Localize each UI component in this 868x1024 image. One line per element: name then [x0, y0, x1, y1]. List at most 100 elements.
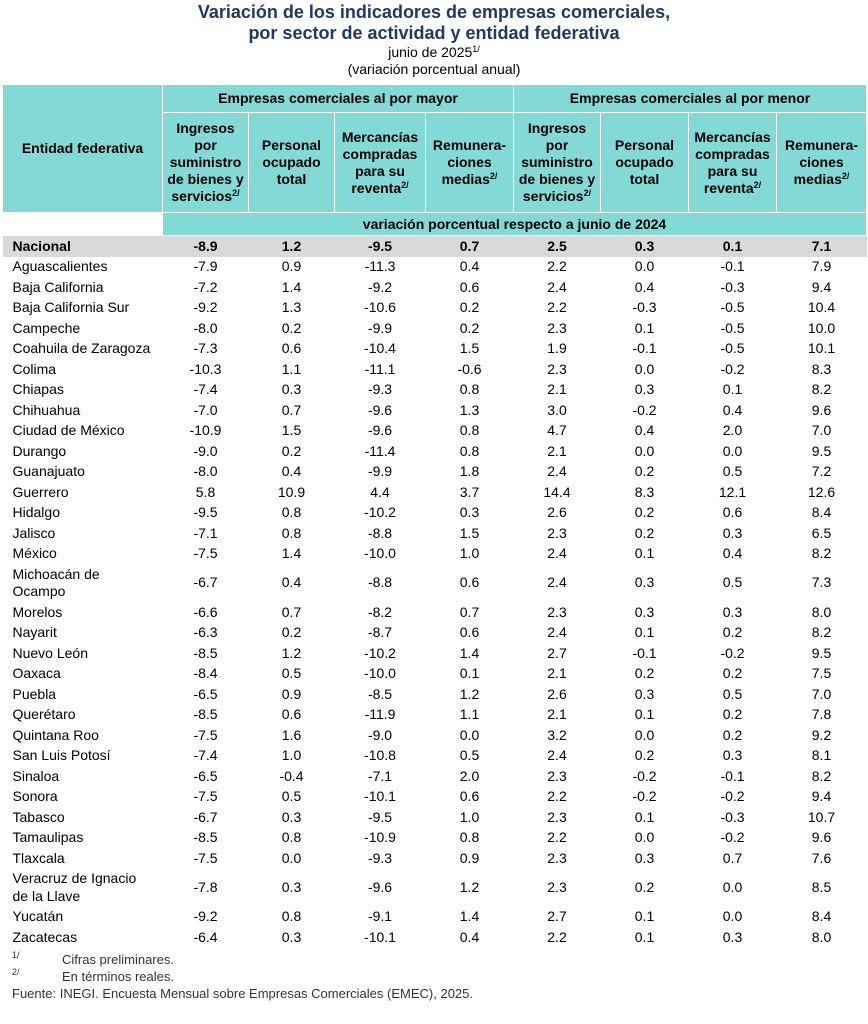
entity-name: Chiapas: [12, 381, 64, 397]
value-cell: 1.2: [459, 878, 480, 895]
value-cell: -11.1: [364, 360, 396, 377]
entity-name: Quintana Roo: [12, 726, 99, 743]
entity-name: Nacional: [12, 237, 71, 254]
entity-cell: Guanajuato: [3, 462, 163, 483]
value-cell: 0.2: [634, 524, 655, 541]
value-cell: -9.3: [367, 849, 393, 866]
value-cell: 8.4: [811, 504, 832, 520]
value-cell: 2.4: [547, 463, 567, 479]
value-cell: 7.0: [811, 685, 832, 702]
header-row: variación porcentual respecto a junio de…: [2, 212, 868, 236]
entity-cell: Nuevo León: [3, 643, 163, 664]
entity-cell: Querétaro: [3, 705, 163, 726]
entity-cell: Tlaxcala: [3, 848, 163, 869]
value-cell: 1.3: [281, 299, 302, 315]
table-row: Yucatán -9.2 0.8 -9.1 1.4 2.7 0.1 0.0 8.4: [3, 907, 867, 928]
entity-cell: Chihuahua: [3, 400, 163, 421]
value-cell: 0.4: [281, 463, 302, 479]
value-cell: -11.4: [364, 442, 396, 459]
value-cell: 2.7: [547, 644, 567, 661]
table-row: Aguascalientes -7.9 0.9 -11.3 0.4 2.2 0.0 -0.1 7…: [3, 257, 867, 278]
corner-header: Entidad federativa: [2, 84, 163, 213]
column-text: Personal ocupado total: [261, 137, 322, 187]
entity-name: Jalisco: [12, 524, 56, 541]
value-cell: -7.1: [367, 767, 393, 784]
table-row: Michoacán de Ocampo -6.7 0.4 -8.8 0.6 2.4 0.3 0…: [3, 564, 867, 602]
footnote-text: Cifras preliminares.: [62, 951, 174, 967]
value-cell: -7.9: [193, 258, 218, 274]
entity-name: Sonora: [12, 788, 58, 804]
value-cell: 0.4: [722, 401, 743, 418]
value-cell: 0.0: [459, 726, 480, 743]
table-row: Tamaulipas -8.5 0.8 -10.9 0.8 2.2 0.0 -0.2 9.6: [3, 828, 867, 849]
value-cell: -0.5: [720, 340, 745, 356]
footnote: 1/Cifras preliminares.: [0, 950, 868, 968]
source-label: Fuente:: [12, 985, 57, 1001]
entity-cell: Nayarit: [3, 623, 163, 644]
value-cell: 0.5: [459, 747, 480, 763]
value-cell: -7.5: [193, 545, 218, 561]
value-cell: 3.0: [547, 401, 567, 418]
value-cell: 0.3: [634, 849, 655, 866]
footnote: 2/En términos reales.: [0, 967, 868, 985]
value-cell: 0.7: [459, 603, 480, 620]
value-cell: 3.2: [547, 726, 567, 743]
value-cell: -0.2: [720, 360, 745, 377]
value-cell: 0.0: [722, 442, 743, 459]
group-header: Empresas comerciales al por mayor: [162, 84, 514, 113]
value-cell: 8.0: [811, 928, 832, 945]
value-cell: 0.6: [459, 574, 480, 591]
value-cell: -7.5: [193, 849, 218, 866]
entity-name: Guerrero: [12, 483, 69, 500]
value-cell: -10.4: [364, 340, 396, 356]
header-row: Ingresos por suministro de bienes y serv…: [3, 112, 868, 213]
entity-cell: Oaxaca: [3, 664, 163, 685]
value-cell: -7.5: [193, 726, 218, 743]
entity-name: Chihuahua: [12, 401, 81, 418]
entity-name: Tamaulipas: [12, 829, 84, 845]
footnote-ref: 2/: [401, 179, 409, 190]
value-cell: -0.5: [720, 299, 745, 315]
value-cell: 0.7: [281, 603, 302, 620]
value-cell: 0.1: [722, 381, 743, 397]
value-cell: -10.0: [364, 545, 396, 561]
entity-cell: Sonora: [3, 787, 163, 808]
entity-cell: Campeche: [3, 318, 163, 339]
value-cell: -9.6: [367, 401, 393, 418]
footnote-mark: 2/: [12, 966, 20, 977]
table-row: Tlaxcala -7.5 0.0 -9.3 0.9 2.3 0.3 0.7 7.6: [3, 848, 867, 869]
value-cell: -0.2: [720, 788, 745, 804]
value-cell: -0.6: [457, 360, 482, 377]
entity-cell: Puebla: [3, 684, 163, 705]
table-row: Zacatecas -6.4 0.3 -10.1 0.4 2.2 0.1 0.3 8.0: [3, 927, 867, 948]
table-row: Baja California Sur -9.2 1.3 -10.6 0.2 2.2 -0.…: [3, 298, 867, 319]
value-cell: 10.7: [807, 808, 836, 825]
value-cell: 2.3: [547, 360, 567, 377]
value-cell: 0.3: [722, 524, 743, 541]
value-cell: 0.2: [722, 624, 743, 640]
table-row: Baja California -7.2 1.4 -9.2 0.6 2.4 0.4 -0.3 9…: [3, 277, 867, 298]
value-cell: -0.2: [632, 401, 657, 418]
value-cell: 1.1: [281, 360, 302, 377]
value-cell: -9.9: [367, 319, 393, 336]
value-cell: 9.4: [811, 278, 832, 295]
value-cell: -0.2: [720, 829, 745, 845]
value-cell: -9.6: [367, 878, 393, 895]
value-cell: 10.1: [807, 340, 836, 356]
column-text: Remunera-ciones medias: [432, 137, 507, 187]
entity-cell: Veracruz de Ignacio de la Llave: [3, 869, 163, 907]
value-cell: 0.7: [722, 849, 743, 866]
value-cell: -8.5: [193, 706, 218, 722]
value-cell: -8.7: [367, 624, 393, 640]
value-cell: 0.2: [281, 319, 302, 336]
entity-cell: Durango: [3, 441, 163, 462]
value-cell: 1.0: [281, 747, 302, 763]
value-cell: 2.4: [547, 278, 567, 295]
value-cell: -8.0: [193, 463, 218, 479]
table-row: Nacional -8.9 1.2 -9.5 0.7 2.5 0.3 0.1 7.1: [2, 235, 867, 257]
entity-cell: Quintana Roo: [3, 725, 163, 746]
value-cell: -10.8: [364, 747, 396, 763]
subtitle: junio de 20251/: [0, 44, 868, 61]
table-row: Querétaro -8.5 0.6 -11.9 1.1 2.1 0.1 0.2 7.8: [3, 705, 867, 726]
